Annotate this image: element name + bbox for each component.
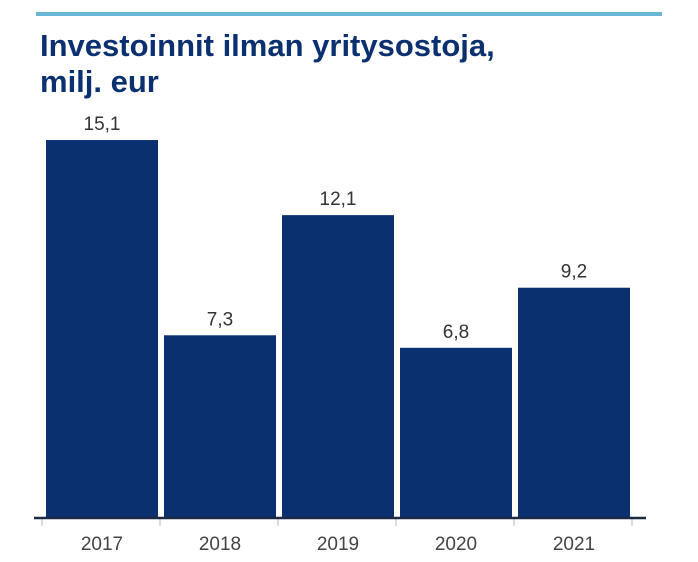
chart-title-line-1: Investoinnit ilman yritysostoja,: [40, 28, 495, 63]
data-label-2019: 12,1: [320, 189, 357, 210]
x-tick-label-2020: 2020: [435, 534, 477, 555]
bar-2020: [400, 347, 512, 518]
x-tick-label-2018: 2018: [199, 534, 241, 555]
chart-title: Investoinnit ilman yritysostoja, milj. e…: [40, 28, 640, 100]
bar-2018: [164, 335, 276, 518]
bar-2019: [282, 215, 394, 518]
chart-title-line-2: milj. eur: [40, 64, 159, 99]
x-tick-label-2017: 2017: [81, 534, 123, 555]
bar-2017: [46, 140, 158, 518]
data-label-2018: 7,3: [207, 309, 233, 330]
x-tick-label-2019: 2019: [317, 534, 359, 555]
bar-2021: [518, 287, 630, 518]
top-accent-rule: [36, 12, 662, 16]
data-label-2017: 15,1: [84, 114, 121, 135]
data-label-2020: 6,8: [443, 322, 469, 343]
x-tick-label-2021: 2021: [553, 534, 595, 555]
data-label-2021: 9,2: [561, 262, 587, 283]
